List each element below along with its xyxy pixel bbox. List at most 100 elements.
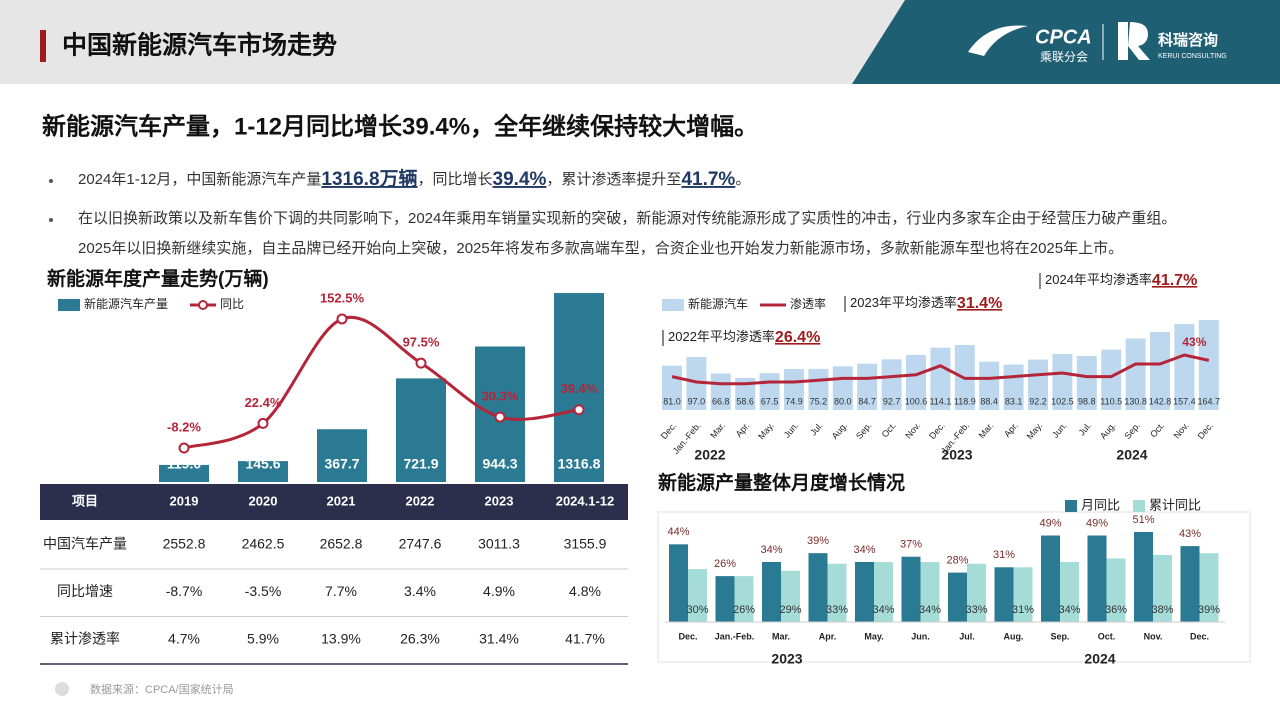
table-cell: -3.5% [245,583,282,599]
bar-value-label: 31% [1012,604,1034,616]
bullet-highlight: 1316.8万辆 [321,167,417,190]
bar [1134,531,1153,622]
table-cell: 4.7% [168,631,200,647]
bar [238,461,288,482]
line-marker [415,357,427,369]
legend-label: 新能源汽车 [688,296,748,311]
x-tick-label: Aug. [1004,631,1024,641]
table-cell: 中国汽车产量 [43,536,127,552]
bar-value-label: 29% [779,604,801,616]
bar-value-label: 34% [853,544,875,556]
bar-value-label: 44% [667,526,689,538]
bar [1052,353,1073,410]
x-tick-label: Nov. [1144,631,1163,641]
bar-value-label: 98.8 [1078,396,1096,406]
table-header: 2019 [170,493,199,508]
logo-cpca-cn: 乘联分会 [1040,50,1088,64]
bar-value-label: 58.6 [736,396,754,406]
bar-value-label: 119.0 [167,456,201,472]
bar-value-label: 38% [1151,604,1173,616]
bullet-segment: 。 [735,171,750,188]
x-tick-label: May. [756,420,776,441]
x-tick-label: Jul. [959,631,975,641]
bar [906,355,926,410]
bullet-line: 在以旧换新政策以及新车售价下调的共同影响下，2024年乘用车销量实现新的突破，新… [78,209,1176,227]
bar [1125,338,1146,410]
line-marker [573,404,585,416]
x-tick-label: Mar. [977,420,996,440]
headline: 新能源汽车产量，1-12月同比增长39.4%，全年继续保持较大增幅。 [42,112,758,140]
bar-value-label: 36% [1105,604,1127,616]
slide-title: 中国新能源汽车市场走势 [62,31,337,60]
table-cell: 2552.8 [163,536,206,552]
bar [967,563,986,622]
x-tick-label: Nov. [1172,420,1191,440]
bar-value-label: 34% [760,544,782,556]
annotation-bar [844,296,846,312]
x-tick-label: Dec. [659,420,679,441]
bar [688,569,707,622]
legend-label: 新能源汽车产量 [84,296,168,311]
x-tick-label: Oct. [1098,631,1116,641]
table-cell: 26.3% [400,631,440,647]
annotation-bar [1039,273,1041,289]
bar [762,561,781,622]
annotation-value: 31.4% [957,295,1002,312]
table-header: 2021 [327,493,356,508]
cpca-icon [968,25,1028,56]
bar-value-label: 51% [1132,514,1154,526]
table-cell: 7.7% [325,583,357,599]
group-label: 2023 [941,447,972,463]
table-cell: 4.9% [483,583,515,599]
bar [554,293,604,482]
bar-value-label: 39% [1198,604,1220,616]
line-marker [257,417,269,429]
bullet-segment: 2024年1-12月，中国新能源汽车产量 [78,171,321,188]
x-tick-label: May. [864,631,883,641]
line-value-label: 39.4% [561,381,598,396]
x-tick-label: Dec. [927,420,947,441]
bar-value-label: 33% [826,604,848,616]
bar-value-label: 28% [946,554,968,566]
table-cell: 3155.9 [564,536,607,552]
annotation: 2022年平均渗透率26.4% [668,329,820,346]
bar [1198,319,1219,410]
bar-value-label: 157.4 [1173,396,1196,406]
table-cell: 5.9% [247,631,279,647]
bar [1028,359,1048,410]
x-tick-label: Nov. [903,420,922,440]
bar [715,576,735,622]
x-tick-label: Jun. [1050,420,1069,439]
bar-value-label: 118.9 [954,396,976,406]
x-tick-label: Jan.-Feb. [715,631,755,641]
x-tick-label: Dec. [1190,631,1209,641]
bar [1087,535,1107,622]
table-header-bg [40,484,628,520]
logo-kerui-en: KERUI CONSULTING [1158,53,1227,60]
line-series [671,353,1210,386]
legend-swatch [1065,500,1077,512]
bullet-highlight: 39.4% [493,169,547,190]
bar-value-label: 43% [1179,528,1201,540]
bar-value-label: 31% [993,549,1015,561]
x-tick-label: Sep. [1050,631,1069,641]
bar-value-label: 88.4 [980,396,998,406]
legend-label: 月同比 [1081,497,1120,512]
legend-label: 渗透率 [790,296,826,311]
logo-band [852,0,1280,84]
bar-value-label: 66.8 [712,396,730,406]
logo-cpca: CPCA [1035,26,1092,48]
bar [874,561,893,622]
bar [784,369,804,410]
table-header: 2022 [406,493,435,508]
table-cell: 31.4% [479,631,519,647]
bar [808,553,828,622]
legend-label: 累计同比 [1149,497,1201,512]
x-tick-label: Apr. [1002,420,1020,439]
bar-value-label: 944.3 [482,456,517,472]
x-tick-label: Aug. [1098,420,1118,441]
bar [857,363,878,410]
bar [1199,553,1219,622]
bar [1041,535,1060,622]
